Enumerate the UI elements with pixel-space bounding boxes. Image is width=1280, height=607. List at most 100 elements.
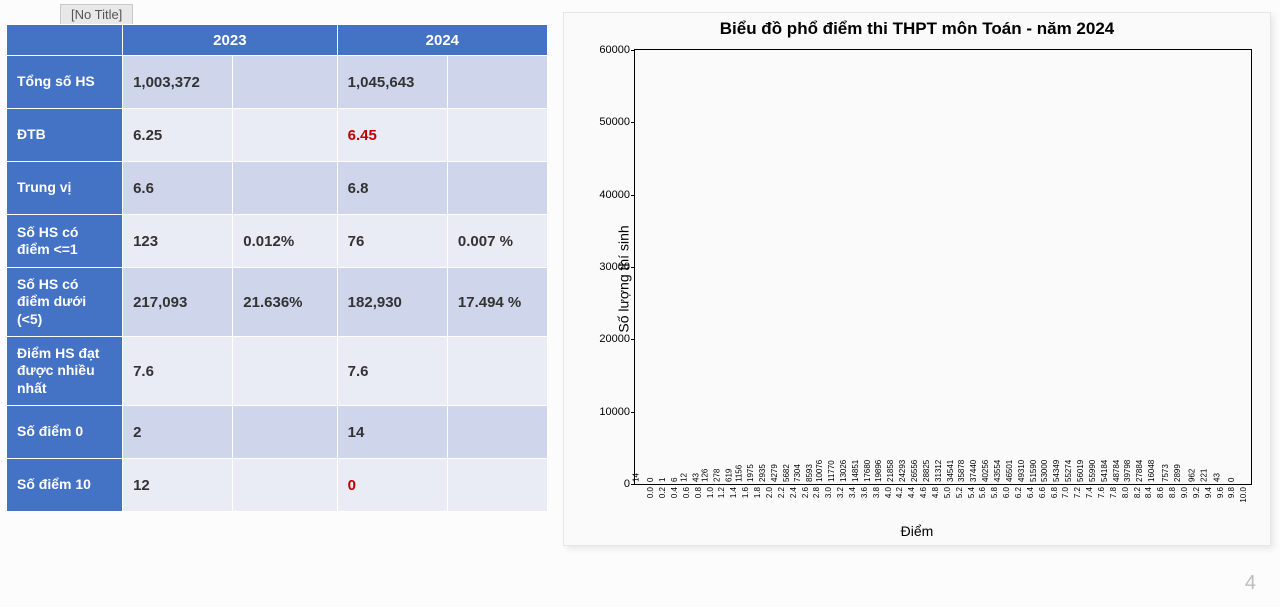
bar-value-label: 16048	[1147, 460, 1156, 484]
cell-p23	[233, 337, 337, 406]
chart-plot-area: 140.000.210.460.6120.8431.01261.22781.46…	[634, 49, 1252, 485]
xtick-label: 7.2	[1073, 484, 1082, 498]
bar-value-label: 962	[1187, 469, 1196, 484]
bar-value-label: 34541	[945, 460, 954, 484]
cell-p23: 0.012%	[233, 215, 337, 268]
cell-v23: 217,093	[123, 268, 233, 337]
cell-p24	[447, 109, 547, 162]
xtick-label: 3.4	[848, 484, 857, 498]
row-label: Tổng số HS	[7, 56, 123, 109]
cell-v23: 6.25	[123, 109, 233, 162]
xtick-label: 9.2	[1192, 484, 1201, 498]
cell-v23: 2	[123, 406, 233, 459]
row-label: Trung vị	[7, 162, 123, 215]
xtick-label: 6.4	[1026, 484, 1035, 498]
cell-p23: 21.636%	[233, 268, 337, 337]
xtick-label: 0.6	[682, 484, 691, 498]
xtick-label: 7.6	[1097, 484, 1106, 498]
cell-p24	[447, 162, 547, 215]
table-row: Số HS có điểm <=11230.012%760.007 %	[7, 215, 548, 268]
xtick-label: 7.0	[1061, 484, 1070, 498]
xtick-label: 6.8	[1050, 484, 1059, 498]
table-row: Số điểm 10120	[7, 459, 548, 512]
cell-v24: 7.6	[337, 337, 447, 406]
bar-value-label: 46501	[1005, 460, 1014, 484]
cell-v24: 14	[337, 406, 447, 459]
ytick-mark	[631, 195, 635, 196]
ytick-label: 50000	[599, 116, 630, 128]
xtick-label: 6.0	[1002, 484, 1011, 498]
bar-value-label: 2899	[1173, 464, 1182, 484]
bar-value-label: 40256	[981, 460, 990, 484]
bar-value-label: 619	[725, 469, 734, 484]
bar-value-label: 28825	[922, 460, 931, 484]
bar-value-label: 7304	[793, 464, 802, 484]
row-label: ĐTB	[7, 109, 123, 162]
bar-value-label: 12	[679, 473, 688, 484]
cell-p24	[447, 337, 547, 406]
xtick-label: 1.2	[717, 484, 726, 498]
xtick-label: 0.2	[658, 484, 667, 498]
header-2024: 2024	[337, 25, 547, 56]
xtick-label: 5.8	[990, 484, 999, 498]
bar-value-label: 54184	[1100, 460, 1109, 484]
cell-p23	[233, 56, 337, 109]
bar-value-label: 37440	[969, 460, 978, 484]
xtick-label: 9.6	[1216, 484, 1225, 498]
cell-p23	[233, 459, 337, 512]
xtick-label: 9.8	[1227, 484, 1236, 498]
cell-p24	[447, 459, 547, 512]
slide-page: [No Title] 2023 2024 Tổng số HS1,003,372…	[0, 0, 1280, 607]
bar-value-label: 14851	[851, 460, 860, 484]
chart-bars: 140.000.210.460.6120.8431.01261.22781.46…	[641, 50, 1245, 484]
chart-title: Biểu đồ phổ điểm thi THPT môn Toán - năm…	[564, 13, 1270, 39]
xtick-label: 4.4	[907, 484, 916, 498]
xtick-label: 9.4	[1204, 484, 1213, 498]
xtick-label: 8.4	[1144, 484, 1153, 498]
ytick-mark	[631, 267, 635, 268]
xtick-label: 4.6	[919, 484, 928, 498]
stats-table: 2023 2024 Tổng số HS1,003,3721,045,643ĐT…	[6, 24, 548, 512]
xtick-label: 3.0	[824, 484, 833, 498]
bar-value-label: 11770	[827, 460, 836, 484]
xtick-label: 7.4	[1085, 484, 1094, 498]
xtick-label: 6.6	[1038, 484, 1047, 498]
cell-v23: 123	[123, 215, 233, 268]
bar-value-label: 55274	[1064, 460, 1073, 484]
bar-value-label: 43554	[993, 460, 1002, 484]
cell-v24: 0	[337, 459, 447, 512]
xtick-label: 5.6	[978, 484, 987, 498]
xtick-label: 4.8	[931, 484, 940, 498]
xtick-label: 1.8	[753, 484, 762, 498]
xtick-label: 10.0	[1239, 484, 1248, 503]
bar-value-label: 7573	[1161, 464, 1170, 484]
xtick-label: 1.6	[741, 484, 750, 498]
cell-v24: 76	[337, 215, 447, 268]
cell-p23	[233, 109, 337, 162]
xtick-label: 0.4	[670, 484, 679, 498]
bar-value-label: 49310	[1017, 460, 1026, 484]
xtick-label: 3.2	[836, 484, 845, 498]
ytick-mark	[631, 484, 635, 485]
cell-v23: 7.6	[123, 337, 233, 406]
table-row: Số điểm 0214	[7, 406, 548, 459]
bar-value-label: 48784	[1111, 460, 1120, 484]
title-placeholder[interactable]: [No Title]	[60, 4, 133, 25]
bar-value-label: 4279	[770, 464, 779, 484]
cell-v24: 6.45	[337, 109, 447, 162]
bar-value-label: 55990	[1088, 460, 1097, 484]
xtick-label: 1.4	[729, 484, 738, 498]
bar-value-label: 53000	[1040, 460, 1049, 484]
bar-value-label: 6	[670, 478, 679, 484]
cell-p24: 0.007 %	[447, 215, 547, 268]
ytick-mark	[631, 412, 635, 413]
chart-panel: Biểu đồ phổ điểm thi THPT môn Toán - năm…	[563, 12, 1271, 546]
bar-value-label: 0	[646, 478, 655, 484]
bar-value-label: 19896	[874, 460, 883, 484]
ytick-label: 30000	[599, 261, 630, 273]
table-header-row: 2023 2024	[7, 25, 548, 56]
table-row: ĐTB6.25 6.45	[7, 109, 548, 162]
xtick-label: 1.0	[706, 484, 715, 498]
cell-v23: 1,003,372	[123, 56, 233, 109]
xtick-label: 3.8	[872, 484, 881, 498]
